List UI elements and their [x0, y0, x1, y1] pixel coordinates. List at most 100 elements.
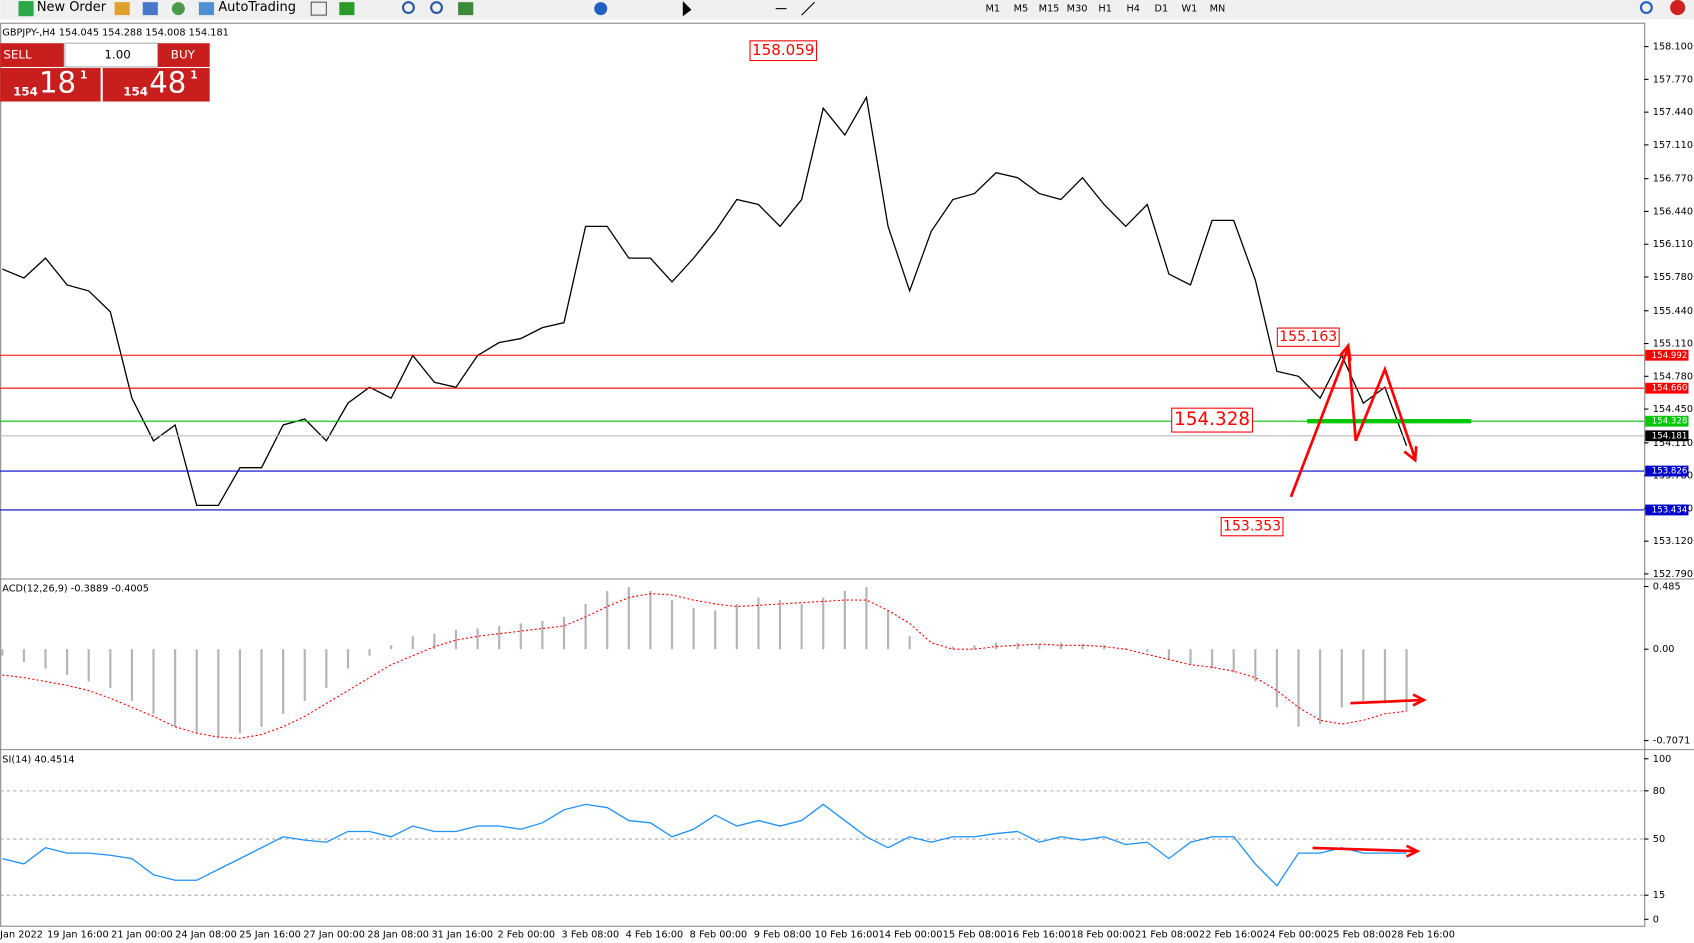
x-tick-label: 2 Feb 00:00: [498, 929, 556, 940]
timeframe-button[interactable]: M15: [1039, 4, 1060, 15]
bid-box[interactable]: [0, 68, 101, 102]
trendline-tool[interactable]: [801, 1, 815, 16]
x-tick-label: 15 Feb 08:00: [943, 929, 1007, 940]
toolbar-label[interactable]: New Order: [37, 0, 107, 15]
arrow-head: [1338, 342, 1418, 463]
y-tick-label: 0: [1653, 914, 1659, 925]
toolbar-icon[interactable]: [458, 2, 474, 16]
y-tick-label: 156.110: [1653, 239, 1693, 250]
y-tick-label: 156.440: [1653, 206, 1693, 217]
price-line: [2, 95, 1408, 507]
price-fraction: 1: [80, 69, 88, 82]
toolbar-label[interactable]: AutoTrading: [218, 0, 296, 15]
price-annotation-box: [1220, 516, 1284, 537]
y-tick-label: 153.120: [1653, 536, 1693, 547]
ask-box[interactable]: [102, 68, 210, 102]
price-level-tag: [1645, 504, 1689, 516]
y-tick-label: 155.440: [1653, 306, 1693, 317]
search[interactable]: [1639, 1, 1653, 15]
x-tick-label: 28 Jan 08:00: [367, 929, 429, 940]
price-level-tag: [1645, 382, 1689, 394]
price-annotation: 153.353: [1223, 519, 1281, 535]
x-tick-label: 4 Feb 16:00: [626, 929, 684, 940]
y-tick-label: -0.7071: [1653, 736, 1691, 747]
cursor-tool[interactable]: [682, 1, 692, 17]
y-tick-label: 154.450: [1653, 404, 1693, 415]
y-tick-label: 80: [1653, 786, 1665, 797]
price-big-figure: 154: [123, 84, 148, 98]
buy-button[interactable]: [157, 43, 210, 67]
price-arrow-path: [1289, 347, 1417, 498]
panel-title: SI(14) 40.4514: [2, 754, 74, 765]
panel-title: ACD(12,26,9) -0.3889 -0.4005: [2, 584, 149, 595]
price-fraction: 1: [190, 69, 198, 82]
zoom-out[interactable]: [430, 1, 444, 15]
price-level-tag: [1645, 430, 1689, 442]
toolbar-icon[interactable]: [114, 2, 130, 16]
periods-icon[interactable]: [594, 2, 608, 16]
timeframe-button[interactable]: M5: [1014, 4, 1029, 15]
zoom-in[interactable]: [401, 1, 415, 15]
x-tick-label: 22 Feb 16:00: [1199, 929, 1263, 940]
timeframe-button[interactable]: H1: [1098, 4, 1112, 15]
chart-frame: [0, 22, 1646, 927]
price-pips: 48: [149, 65, 186, 99]
x-tick-label: 21 Jan 00:00: [111, 929, 173, 940]
x-tick-label: 31 Jan 16:00: [431, 929, 493, 940]
new-order-icon[interactable]: [18, 1, 34, 17]
x-tick-label: 3 Feb 08:00: [562, 929, 620, 940]
price-annotation-box: [1171, 407, 1254, 433]
x-tick-label: 24 Feb 00:00: [1263, 929, 1327, 940]
price-annotation: 158.059: [752, 41, 814, 59]
toolbar-icon[interactable]: [310, 1, 327, 16]
y-tick-label: 50: [1653, 834, 1665, 845]
price-level-tag: [1645, 349, 1689, 361]
y-tick-label: 157.770: [1653, 74, 1693, 85]
y-tick-label: 155.110: [1653, 339, 1693, 350]
notifications[interactable]: [1670, 0, 1686, 16]
timeframe-button[interactable]: M30: [1067, 4, 1088, 15]
toolbar-icon[interactable]: [142, 2, 158, 16]
toolbar-icon[interactable]: [339, 2, 355, 16]
x-tick-label: 14 Feb 00:00: [879, 929, 943, 940]
x-tick-label: 24 Jan 08:00: [175, 929, 237, 940]
y-tick-label: 154.780: [1653, 371, 1693, 382]
y-tick-label: 157.110: [1653, 140, 1693, 151]
x-tick-label: 19 Jan 16:00: [47, 929, 109, 940]
y-tick-label: 100: [1653, 754, 1672, 765]
y-tick-label: 155.780: [1653, 272, 1693, 283]
sell-button[interactable]: [0, 43, 64, 67]
price-level-label: 154.328: [1652, 417, 1688, 427]
y-tick-label: 156.770: [1653, 174, 1693, 185]
toolbar-icon[interactable]: [171, 2, 185, 16]
x-tick-label: 18 Feb 00:00: [1071, 929, 1135, 940]
price-annotation-box: [1276, 327, 1340, 347]
rsi-arrow: [1312, 844, 1421, 858]
price-annotation-box: [749, 40, 818, 62]
auto-trading-icon[interactable]: [198, 2, 215, 16]
timeframe-button[interactable]: MN: [1210, 4, 1226, 15]
x-tick-label: 25 Jan 16:00: [239, 929, 301, 940]
rsi-line: [2, 803, 1407, 887]
macd-arrow: [1350, 693, 1427, 707]
panel-title: GBPJPY-,H4 154.045 154.288 154.008 154.1…: [2, 27, 229, 38]
chart-window: [0, 19, 1694, 943]
x-tick-label: Jan 2022: [0, 929, 43, 940]
y-tick-label: 0.00: [1653, 644, 1675, 655]
timeframe-button[interactable]: H4: [1126, 4, 1140, 15]
timeframe-button[interactable]: M1: [986, 4, 1001, 15]
y-tick-label: 157.440: [1653, 107, 1693, 118]
x-tick-label: 8 Feb 00:00: [690, 929, 748, 940]
timeframe-button[interactable]: D1: [1154, 4, 1168, 15]
price-pips: 18: [39, 65, 76, 99]
x-tick-label: 16 Feb 16:00: [1007, 929, 1071, 940]
x-tick-label: 10 Feb 16:00: [815, 929, 879, 940]
timeframe-button[interactable]: W1: [1182, 4, 1198, 15]
toolbar: [0, 0, 1694, 20]
x-tick-label: 27 Jan 00:00: [303, 929, 365, 940]
x-tick-label: 9 Feb 08:00: [754, 929, 812, 940]
price-level-label: 154.181: [1652, 431, 1688, 441]
sell-label: SELL: [3, 48, 32, 62]
buy-label: BUY: [171, 48, 196, 62]
